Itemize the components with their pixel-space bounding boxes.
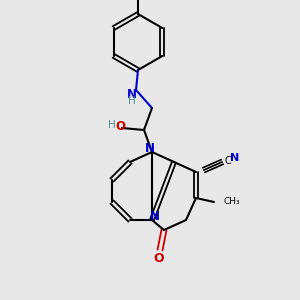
Text: N: N xyxy=(150,211,160,224)
Text: N: N xyxy=(127,88,137,100)
Text: O: O xyxy=(154,253,164,266)
Text: N: N xyxy=(230,153,240,163)
Text: C: C xyxy=(225,156,231,166)
Text: CH₃: CH₃ xyxy=(223,197,240,206)
Text: O: O xyxy=(115,119,125,133)
Text: H: H xyxy=(108,120,116,130)
Text: N: N xyxy=(145,142,155,155)
Text: H: H xyxy=(128,96,136,106)
